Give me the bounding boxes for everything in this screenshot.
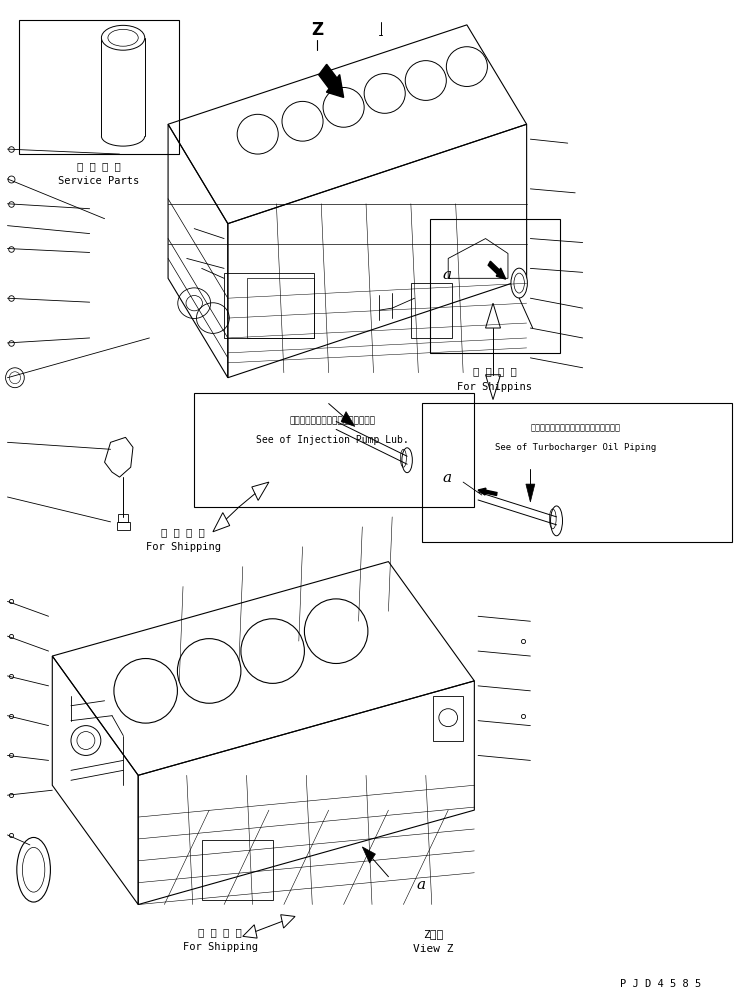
- Ellipse shape: [114, 659, 178, 724]
- Text: 補 給 専 用: 補 給 専 用: [77, 161, 121, 171]
- Text: ターボチャージャオイルパイピング参照: ターボチャージャオイルパイピング参照: [530, 422, 620, 432]
- Ellipse shape: [323, 87, 365, 127]
- Text: a: a: [442, 268, 451, 282]
- Text: For Shipping: For Shipping: [146, 542, 220, 552]
- Ellipse shape: [178, 639, 241, 704]
- FancyArrow shape: [489, 261, 506, 279]
- Bar: [194, 393, 474, 507]
- Ellipse shape: [446, 47, 487, 86]
- Text: P J D 4 5 8 5: P J D 4 5 8 5: [621, 979, 701, 989]
- Text: See of Turbocharger Oil Piping: See of Turbocharger Oil Piping: [495, 442, 656, 452]
- Bar: [411, 283, 452, 338]
- Text: Service Parts: Service Parts: [58, 176, 140, 186]
- Ellipse shape: [305, 598, 368, 664]
- Ellipse shape: [102, 26, 145, 50]
- Text: 運 搬 部 品: 運 搬 部 品: [161, 527, 205, 537]
- Polygon shape: [341, 412, 355, 426]
- Bar: [247, 278, 314, 338]
- Ellipse shape: [241, 618, 305, 684]
- FancyArrow shape: [478, 488, 497, 495]
- Ellipse shape: [511, 268, 527, 298]
- Text: Z　視: Z 視: [423, 929, 444, 939]
- Text: View Z: View Z: [413, 944, 453, 954]
- Bar: [224, 273, 314, 338]
- Polygon shape: [362, 847, 376, 863]
- Ellipse shape: [402, 447, 412, 472]
- Text: Z: Z: [311, 21, 323, 39]
- Bar: [19, 20, 179, 154]
- Bar: [202, 840, 273, 900]
- Polygon shape: [526, 484, 535, 502]
- Ellipse shape: [405, 61, 446, 100]
- Text: For Shippins: For Shippins: [457, 382, 533, 392]
- Bar: [118, 514, 128, 522]
- Text: インジェクションポンプルーブ参照: インジェクションポンプルーブ参照: [289, 415, 376, 425]
- Text: See of Injection Pump Lub.: See of Injection Pump Lub.: [256, 435, 409, 445]
- Text: For Shipping: For Shipping: [183, 942, 258, 952]
- Ellipse shape: [282, 101, 323, 141]
- Ellipse shape: [16, 837, 50, 903]
- Ellipse shape: [551, 506, 562, 536]
- Text: a: a: [416, 878, 425, 892]
- Bar: [433, 696, 463, 741]
- Bar: [422, 403, 732, 542]
- Bar: [117, 522, 130, 530]
- Text: 運 搬 部 品: 運 搬 部 品: [199, 927, 242, 937]
- Ellipse shape: [5, 368, 24, 388]
- Bar: [430, 219, 560, 353]
- Ellipse shape: [364, 74, 405, 113]
- Text: 運 搬 部 品: 運 搬 部 品: [473, 366, 517, 376]
- Ellipse shape: [237, 114, 278, 154]
- FancyArrow shape: [319, 65, 344, 97]
- Text: a: a: [442, 471, 451, 485]
